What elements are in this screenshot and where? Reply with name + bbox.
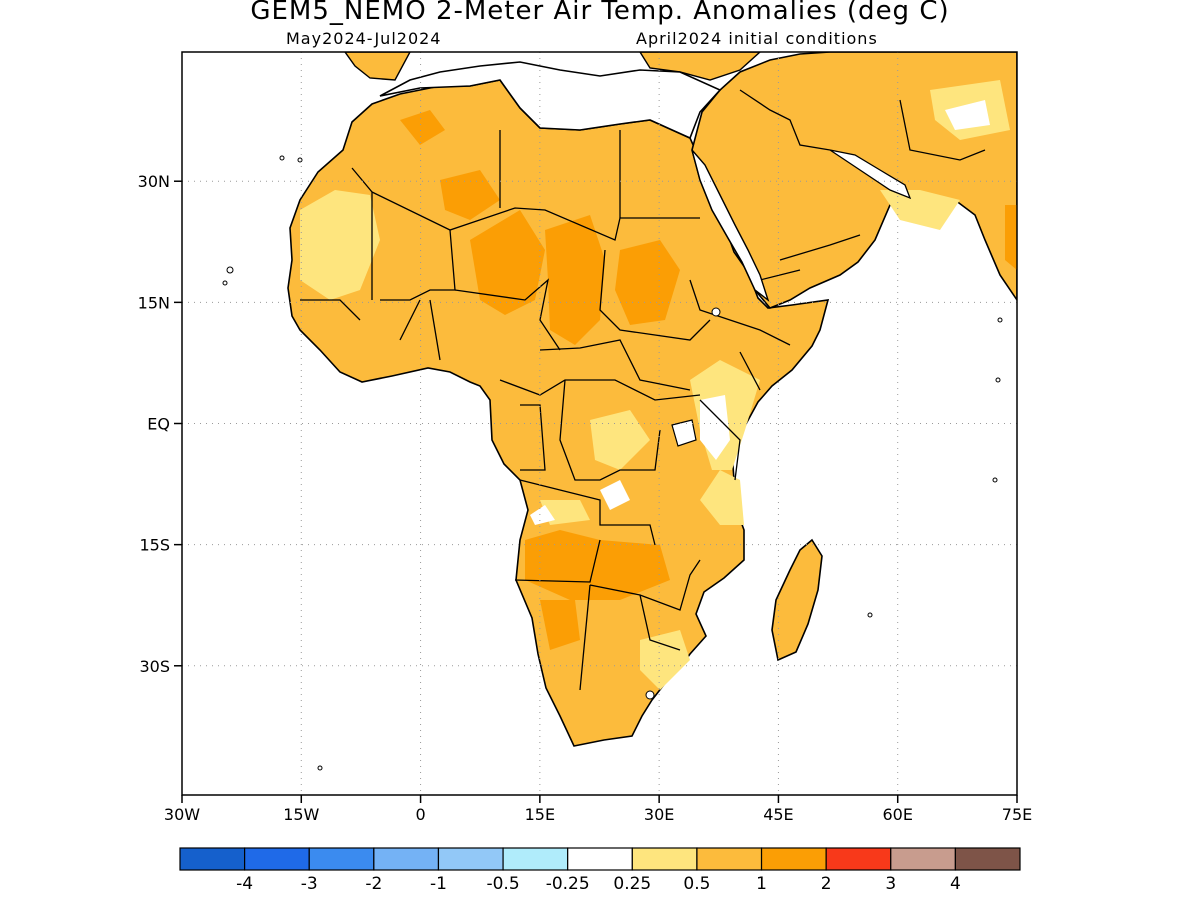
- colorbar-label: -2: [365, 874, 382, 894]
- madagascar: [771, 538, 823, 662]
- southern-europe-east: [639, 52, 762, 81]
- colorbar-swatch: [696, 847, 763, 871]
- colorbar-label: -1: [430, 874, 447, 894]
- colorbar-swatch: [567, 847, 633, 871]
- lon-label: 45E: [763, 805, 793, 824]
- anomaly-patches-strong: [400, 110, 1017, 650]
- colorbar-label: 1: [756, 874, 767, 894]
- colorbar-label: 0.5: [683, 874, 710, 894]
- lat-label: 15N: [138, 293, 170, 312]
- lat-label: 30N: [138, 172, 170, 191]
- lon-label: 75E: [1002, 805, 1032, 824]
- lon-label: 15E: [525, 805, 555, 824]
- small-islands: [222, 155, 1003, 771]
- lon-label: 30W: [164, 805, 200, 824]
- lon-label: 15W: [283, 805, 319, 824]
- anomaly-patches-light: [300, 80, 1010, 690]
- anomaly-patches-neutral: [530, 100, 990, 525]
- colorbar-swatch: [373, 847, 440, 871]
- red-sea: [691, 149, 770, 302]
- colorbar-swatch: [825, 847, 892, 871]
- colorbar-swatch: [890, 847, 956, 871]
- colorbar-swatch: [954, 847, 1021, 871]
- axis-labels: 30N 15N EQ 15S 30S 30W 15W 0 15E 30E 45E 60E 75E: [138, 172, 1033, 824]
- lat-label: EQ: [147, 415, 170, 434]
- initial-conditions: April2024 initial conditions: [636, 29, 878, 48]
- colorbar-label: -4: [236, 874, 253, 894]
- colorbar-label: 0.25: [613, 874, 651, 894]
- colorbar-label: 4: [950, 874, 961, 894]
- lake-victoria: [671, 419, 697, 447]
- colorbar-label: -0.25: [546, 874, 590, 894]
- forecast-period: May2024-Jul2024: [286, 29, 442, 48]
- mediterranean-sea: [379, 61, 722, 140]
- lat-label: 30S: [139, 657, 170, 676]
- persian-gulf: [829, 149, 912, 200]
- colorbar-label: -0.5: [486, 874, 519, 894]
- lon-label: 30E: [644, 805, 674, 824]
- southern-europe: [344, 52, 411, 81]
- colorbar-swatch: [631, 847, 698, 871]
- colorbar: -4 -3 -2 -1 -0.5 -0.25 0.25 0.5 1 2 3 4: [179, 847, 1021, 894]
- lat-label: 15S: [139, 536, 170, 555]
- colorbar-label: -3: [301, 874, 318, 894]
- colorbar-swatch: [502, 847, 569, 871]
- country-borders: [300, 89, 986, 691]
- lon-label: 60E: [882, 805, 912, 824]
- colorbar-swatch: [437, 847, 504, 871]
- colorbar-swatch: [308, 847, 375, 871]
- colorbar-swatch: [760, 847, 827, 871]
- colorbar-label: 2: [821, 874, 832, 894]
- colorbar-swatch: [244, 847, 310, 871]
- colorbar-label: 3: [885, 874, 896, 894]
- colorbar-swatch: [179, 847, 246, 871]
- lon-label: 0: [415, 805, 425, 824]
- map-title: GEM5_NEMO 2-Meter Air Temp. Anomalies (d…: [250, 0, 950, 26]
- axis-ticks: [174, 180, 1018, 803]
